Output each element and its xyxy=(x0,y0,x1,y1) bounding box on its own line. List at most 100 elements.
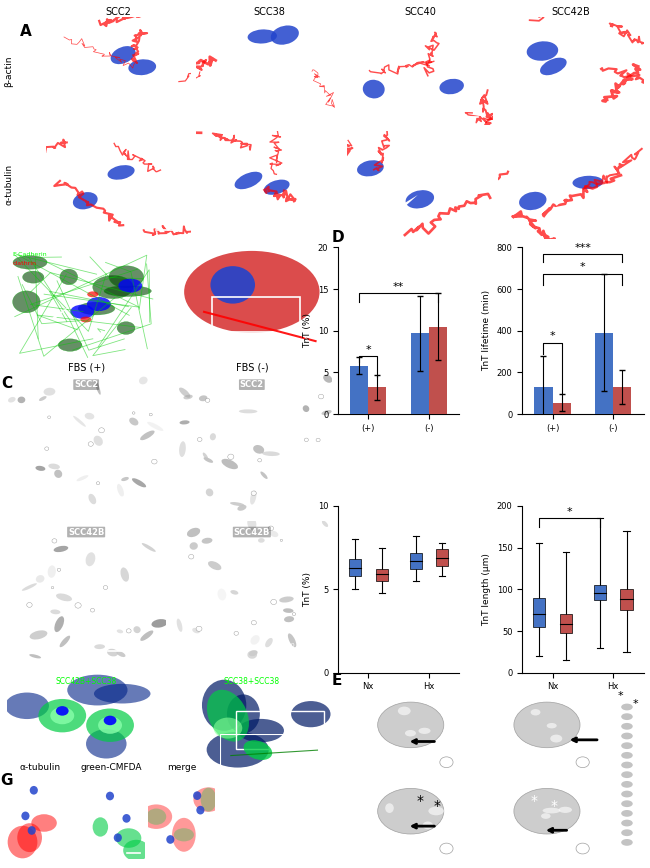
Ellipse shape xyxy=(94,644,105,649)
Ellipse shape xyxy=(184,251,320,333)
Ellipse shape xyxy=(227,694,260,733)
Text: *: * xyxy=(618,691,623,700)
Bar xyxy=(369,387,387,414)
Bar xyxy=(613,387,631,414)
Ellipse shape xyxy=(440,757,453,767)
Ellipse shape xyxy=(96,482,99,484)
Ellipse shape xyxy=(23,271,44,283)
Ellipse shape xyxy=(22,583,37,591)
Ellipse shape xyxy=(238,719,284,742)
Ellipse shape xyxy=(120,568,129,582)
Ellipse shape xyxy=(118,279,142,293)
Ellipse shape xyxy=(251,491,256,496)
Ellipse shape xyxy=(107,165,135,180)
Ellipse shape xyxy=(166,835,174,844)
Ellipse shape xyxy=(44,388,55,396)
Ellipse shape xyxy=(357,161,384,176)
Ellipse shape xyxy=(117,322,135,334)
Ellipse shape xyxy=(547,723,556,728)
Ellipse shape xyxy=(202,680,246,731)
Ellipse shape xyxy=(52,539,57,543)
Ellipse shape xyxy=(116,651,125,657)
Title: FBS (-): FBS (-) xyxy=(235,363,268,372)
Text: *: * xyxy=(567,507,573,516)
Bar xyxy=(552,403,571,414)
Ellipse shape xyxy=(88,442,94,446)
Text: clathrin: clathrin xyxy=(13,261,37,266)
Ellipse shape xyxy=(208,561,222,570)
Ellipse shape xyxy=(142,543,156,552)
Ellipse shape xyxy=(123,839,150,861)
Title: green-CMFDA: green-CMFDA xyxy=(80,763,142,772)
Ellipse shape xyxy=(250,635,260,645)
Bar xyxy=(594,585,606,600)
Ellipse shape xyxy=(211,266,255,304)
Y-axis label: TnT length (μm): TnT length (μm) xyxy=(482,553,491,626)
Text: *: * xyxy=(580,262,586,273)
Title: SCC40: SCC40 xyxy=(404,7,436,16)
Ellipse shape xyxy=(50,707,74,724)
Text: A: A xyxy=(20,24,32,39)
Ellipse shape xyxy=(106,792,114,800)
Ellipse shape xyxy=(304,438,308,442)
Text: ***: *** xyxy=(575,242,592,253)
Ellipse shape xyxy=(28,826,36,835)
Ellipse shape xyxy=(30,630,47,640)
Text: 80 min: 80 min xyxy=(547,849,573,858)
Ellipse shape xyxy=(405,730,416,736)
Text: O min: O min xyxy=(413,763,436,772)
Ellipse shape xyxy=(179,387,190,398)
Ellipse shape xyxy=(122,814,131,823)
Text: f: f xyxy=(202,222,205,231)
Text: SCC2: SCC2 xyxy=(74,380,98,389)
Ellipse shape xyxy=(187,528,200,537)
Ellipse shape xyxy=(621,733,632,740)
Ellipse shape xyxy=(54,470,62,478)
Ellipse shape xyxy=(248,30,277,43)
Text: SCC42B: SCC42B xyxy=(68,528,105,536)
Ellipse shape xyxy=(126,628,131,633)
Ellipse shape xyxy=(261,471,268,479)
Bar xyxy=(534,387,552,414)
Ellipse shape xyxy=(58,339,82,352)
Text: 35 min: 35 min xyxy=(547,763,573,772)
Ellipse shape xyxy=(621,781,632,788)
Ellipse shape xyxy=(230,590,239,595)
Title: SCC42B: SCC42B xyxy=(552,7,590,16)
Ellipse shape xyxy=(235,172,263,189)
Ellipse shape xyxy=(132,478,146,487)
Ellipse shape xyxy=(73,416,86,427)
Ellipse shape xyxy=(322,410,332,415)
Ellipse shape xyxy=(271,25,299,45)
Ellipse shape xyxy=(48,464,60,470)
Ellipse shape xyxy=(207,690,249,741)
Ellipse shape xyxy=(47,416,51,418)
Ellipse shape xyxy=(199,395,207,401)
Ellipse shape xyxy=(280,596,294,602)
Ellipse shape xyxy=(280,539,283,542)
Title: merge: merge xyxy=(167,763,196,772)
Bar xyxy=(236,711,324,749)
Bar xyxy=(560,615,572,633)
Ellipse shape xyxy=(151,619,168,628)
Ellipse shape xyxy=(103,586,108,589)
Ellipse shape xyxy=(150,413,152,416)
Ellipse shape xyxy=(514,788,580,834)
Ellipse shape xyxy=(177,619,183,632)
Ellipse shape xyxy=(140,431,155,440)
Ellipse shape xyxy=(252,621,256,625)
Text: SCC42B: SCC42B xyxy=(233,528,270,536)
Ellipse shape xyxy=(60,269,78,285)
Ellipse shape xyxy=(551,734,562,742)
Y-axis label: TnT (%): TnT (%) xyxy=(303,572,312,607)
Ellipse shape xyxy=(621,704,632,710)
Ellipse shape xyxy=(107,648,118,656)
Bar xyxy=(429,326,447,414)
Ellipse shape xyxy=(303,405,309,412)
Ellipse shape xyxy=(253,445,264,454)
Ellipse shape xyxy=(111,46,135,64)
Bar xyxy=(595,332,613,414)
Ellipse shape xyxy=(210,433,216,440)
Ellipse shape xyxy=(385,803,394,813)
Ellipse shape xyxy=(540,57,567,76)
